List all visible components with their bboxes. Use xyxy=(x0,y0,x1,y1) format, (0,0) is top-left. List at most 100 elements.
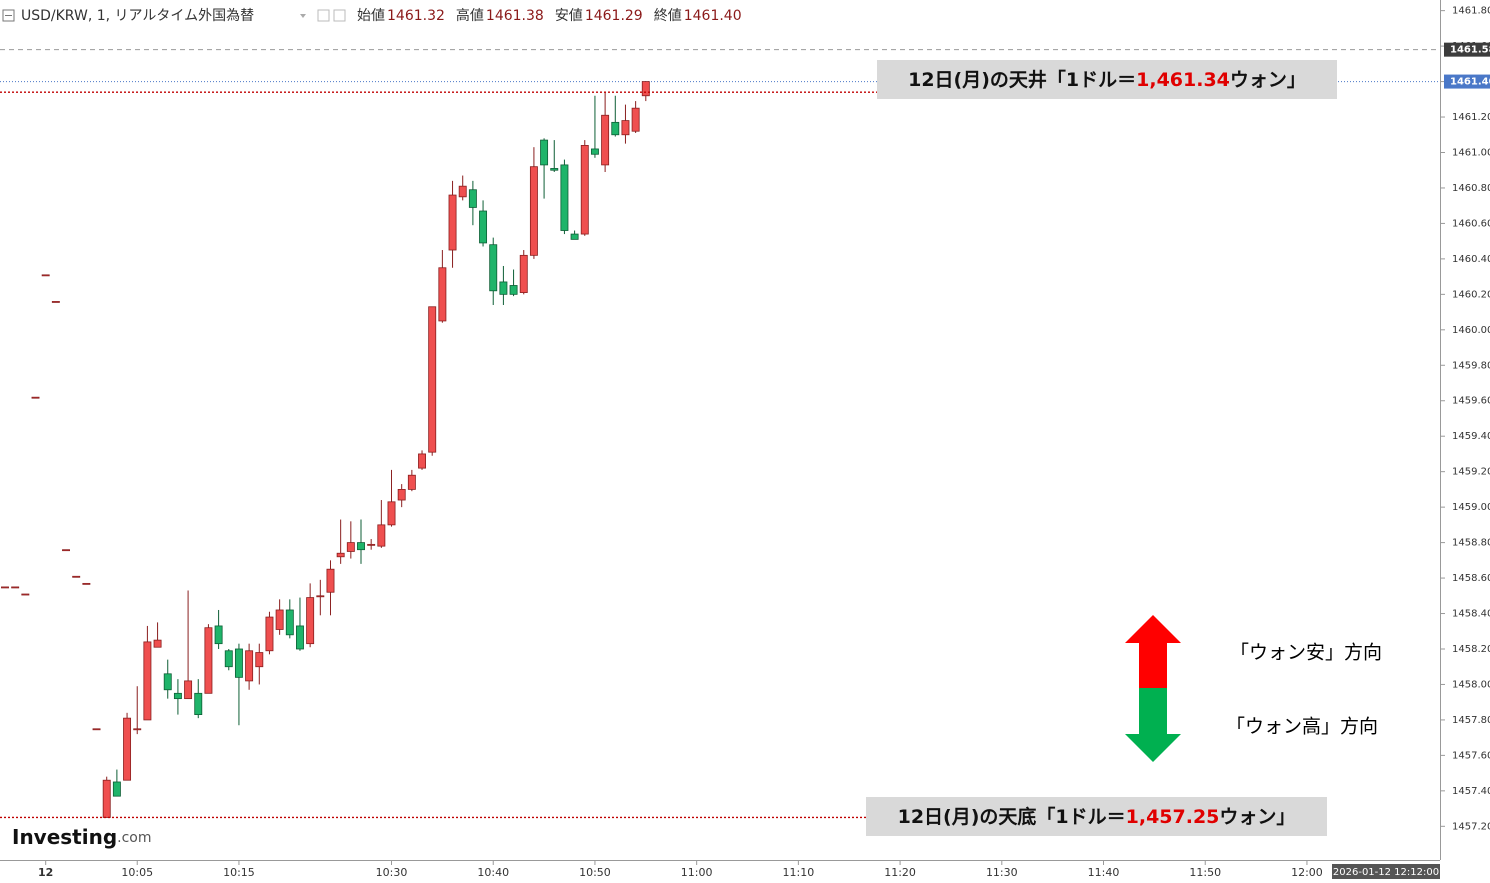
candle-body xyxy=(570,233,579,240)
candle-body xyxy=(621,120,630,136)
candle-body xyxy=(590,148,599,155)
candle-body xyxy=(407,474,416,490)
ohlc-value: 1461.29 xyxy=(585,8,643,24)
dropdown-icon[interactable] xyxy=(300,14,306,18)
candle-body xyxy=(153,639,162,648)
candle-body xyxy=(631,107,640,132)
y-tick-label: 1458.20 xyxy=(1452,644,1490,655)
x-tick-label: 10:05 xyxy=(121,866,153,879)
y-tick-label: 1457.60 xyxy=(1452,750,1490,761)
candle-body xyxy=(11,586,20,589)
arrow-down xyxy=(1125,688,1181,762)
candle-body xyxy=(123,717,132,781)
candle-body xyxy=(438,267,447,322)
y-tick-label: 1461.80 xyxy=(1452,6,1490,17)
candle-body xyxy=(601,114,610,166)
candle-body xyxy=(336,552,345,558)
annotation-text: 12日(月)の天底「1ドル＝1,457.25ウォン」 xyxy=(898,805,1296,828)
candle-body xyxy=(204,627,213,694)
candle-body xyxy=(489,244,498,292)
candle-body xyxy=(641,81,650,97)
candle-body xyxy=(62,549,70,552)
annotation-suffix: ウォン」 xyxy=(1219,806,1295,828)
y-tick-label: 1460.80 xyxy=(1452,183,1490,194)
x-tick-label: 11:40 xyxy=(1088,866,1120,879)
candle-body xyxy=(418,453,426,469)
candle-body xyxy=(468,189,477,208)
ohlc-value: 1461.38 xyxy=(486,8,544,24)
annotation-value: 1,461.34 xyxy=(1136,69,1230,91)
candle-body xyxy=(194,692,203,715)
annotation-suffix: ウォン」 xyxy=(1230,69,1306,91)
candle-body xyxy=(285,609,294,636)
y-tick-label: 1461.00 xyxy=(1452,147,1490,158)
candle-body xyxy=(499,281,508,295)
candle-body xyxy=(163,673,172,691)
y-tick-label: 1460.00 xyxy=(1452,325,1490,336)
x-tick-label: 10:50 xyxy=(579,866,611,879)
price-box xyxy=(1444,42,1490,57)
candle-body xyxy=(458,185,467,198)
x-tick-label: 11:00 xyxy=(681,866,713,879)
candle-body xyxy=(275,609,284,630)
candle-body xyxy=(611,121,620,136)
candle-body xyxy=(214,625,223,645)
annotation-box xyxy=(877,60,1337,99)
candle-body xyxy=(255,652,264,668)
candle-body xyxy=(560,164,569,231)
ohlc-value: 1461.40 xyxy=(684,8,742,24)
symbol: USD/KRW, 1, リアルタイム外国為替 xyxy=(21,8,254,24)
annotation-prefix: 12日(月)の天井「1ドル＝ xyxy=(908,68,1136,91)
candle-body xyxy=(397,489,406,501)
arrow-up xyxy=(1125,615,1181,688)
candle-body xyxy=(519,254,528,293)
y-tick-label: 1457.80 xyxy=(1452,715,1490,726)
y-tick-label: 1458.00 xyxy=(1452,679,1490,690)
x-tick-label: 11:10 xyxy=(783,866,815,879)
candle-body xyxy=(82,582,91,585)
candle-body xyxy=(306,597,315,645)
ohlc-name: 安値 xyxy=(555,8,583,24)
price-label: 1461.40 xyxy=(1450,77,1490,88)
direction-label: 「ウォン高」方向 xyxy=(1226,716,1378,738)
candle-body xyxy=(357,542,365,551)
logo-name: Investing xyxy=(12,825,117,849)
x-tick-label: 11:30 xyxy=(986,866,1018,879)
y-tick-label: 1461.20 xyxy=(1452,112,1490,123)
price-box xyxy=(1444,74,1490,89)
candle-body xyxy=(1,586,9,589)
candle-body xyxy=(540,139,549,166)
candle-body xyxy=(92,728,101,731)
x-tick-label: 11:50 xyxy=(1189,866,1221,879)
x-cursor-label: 2026-01-12 12:12:00 xyxy=(1333,867,1439,878)
ohlc-name: 始値 xyxy=(357,8,385,24)
candle-body xyxy=(184,680,193,700)
candle-body xyxy=(72,575,81,578)
x-tick-label: 12:00 xyxy=(1291,866,1323,879)
settings-icon[interactable] xyxy=(333,9,346,22)
y-tick-label: 1459.20 xyxy=(1452,467,1490,478)
y-tick-label: 1459.60 xyxy=(1452,396,1490,407)
logo: Investing.com xyxy=(12,825,152,849)
candle-body xyxy=(112,781,121,797)
y-tick-label: 1459.00 xyxy=(1452,502,1490,513)
settings-icon[interactable] xyxy=(317,9,330,22)
candle-body xyxy=(428,306,437,453)
y-tick-label: 1458.40 xyxy=(1452,609,1490,620)
candle-body xyxy=(234,648,243,678)
candle-body xyxy=(133,728,142,731)
plot: 1457.20 1457.40 1457.60 1457.80 1458.00 1458.… xyxy=(0,6,1490,879)
collapse-icon[interactable] xyxy=(2,9,15,22)
direction-arrows: 「ウォン安」方向 「ウォン高」方向 xyxy=(1125,615,1382,762)
candle-body xyxy=(265,616,274,652)
y-tick-label: 1460.40 xyxy=(1452,254,1490,265)
candle-body xyxy=(173,692,182,700)
annotation-value: 1,457.25 xyxy=(1126,806,1220,828)
candle-body xyxy=(448,194,457,251)
candle-body xyxy=(31,396,40,399)
y-tick-label: 1460.20 xyxy=(1452,289,1490,300)
ohlc-value: 1461.32 xyxy=(387,8,445,24)
candle-body xyxy=(21,593,30,596)
